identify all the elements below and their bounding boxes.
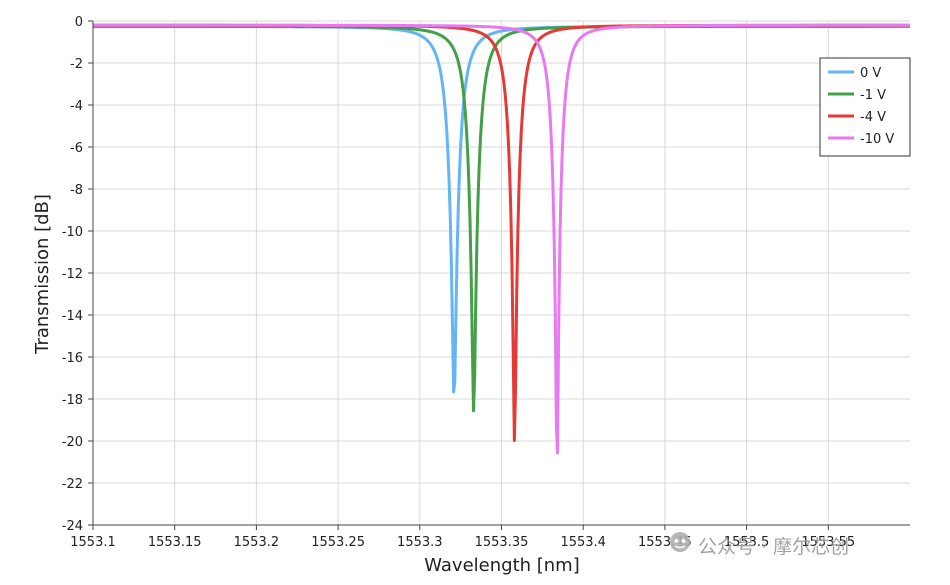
series-lines: [92, 23, 911, 455]
wechat-official-account-icon: [670, 532, 690, 552]
y-tick-label: -6: [70, 141, 83, 156]
y-tick-label: -14: [62, 309, 83, 324]
legend: 0 V -1 V -4 V -10 V: [819, 57, 911, 157]
x-tick-label: 1553.3: [397, 535, 443, 550]
legend-label: -1 V: [860, 88, 886, 103]
y-tick-label: -10: [62, 225, 83, 240]
y-tick-label: -12: [62, 267, 83, 282]
y-tick-label: -18: [62, 393, 83, 408]
y-tick-label: -8: [70, 183, 83, 198]
legend-label: 0 V: [860, 66, 881, 81]
watermark: 公众号 · 摩尔芯创: [670, 532, 849, 558]
legend-label: -4 V: [860, 110, 886, 125]
watermark-text: 公众号 · 摩尔芯创: [698, 536, 849, 558]
x-tick-label: 1553.15: [148, 535, 202, 550]
y-tick-label: -2: [70, 57, 83, 72]
series-line-3: [92, 23, 911, 455]
y-axis-title: Transmission [dB]: [32, 194, 53, 355]
y-tick-label: -16: [62, 351, 83, 366]
legend-label: -10 V: [860, 132, 894, 147]
axes: [88, 20, 910, 530]
x-tick-label: 1553.35: [475, 535, 529, 550]
y-tick-label: -22: [62, 477, 83, 492]
x-tick-label: 1553.4: [560, 535, 606, 550]
y-tick-label: -24: [62, 519, 83, 534]
x-tick-label: 1553.2: [234, 535, 280, 550]
y-tick-label: -20: [62, 435, 83, 450]
grid-lines: [92, 20, 910, 526]
x-tick-label: 1553.25: [311, 535, 365, 550]
x-axis-title: Wavelength [nm]: [424, 555, 580, 576]
x-tick-label: 1553.55: [801, 535, 855, 550]
x-tick-label: 1553.1: [70, 535, 116, 550]
y-tick-label: -4: [70, 99, 83, 114]
x-tick-label: 1553.5: [724, 535, 770, 550]
y-tick-labels: 0 -2 -4 -6 -8 -10 -12 -14 -16 -18 -20 -22 -24: [62, 15, 83, 534]
y-tick-label: 0: [75, 15, 83, 30]
legend-box: [819, 57, 911, 157]
